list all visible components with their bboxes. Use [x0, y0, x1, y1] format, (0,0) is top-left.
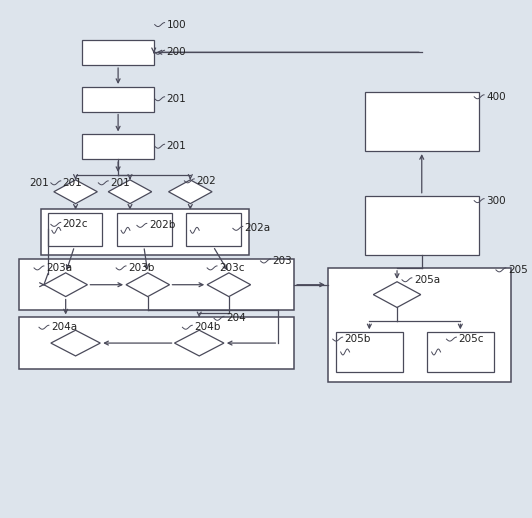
- Text: 203a: 203a: [46, 263, 72, 273]
- Text: 202b: 202b: [149, 220, 175, 231]
- Text: 201: 201: [167, 141, 186, 151]
- Bar: [41, 209, 248, 255]
- Text: 202a: 202a: [245, 223, 271, 233]
- Polygon shape: [51, 330, 101, 356]
- Bar: [82, 134, 154, 159]
- Text: 205: 205: [508, 265, 528, 275]
- Bar: [19, 318, 294, 369]
- Text: 201: 201: [167, 94, 186, 104]
- Text: 202: 202: [196, 176, 216, 186]
- Text: 201: 201: [29, 178, 49, 188]
- Text: 203: 203: [272, 256, 292, 266]
- Bar: [365, 92, 479, 151]
- Polygon shape: [373, 282, 421, 308]
- Bar: [336, 332, 403, 372]
- Bar: [365, 196, 479, 255]
- Polygon shape: [174, 330, 224, 356]
- Polygon shape: [169, 180, 212, 204]
- Bar: [427, 332, 494, 372]
- Text: 204a: 204a: [51, 322, 77, 332]
- Bar: [19, 259, 294, 310]
- Text: 400: 400: [486, 92, 506, 102]
- Text: 203b: 203b: [128, 263, 154, 273]
- Text: 204: 204: [226, 313, 246, 323]
- Text: 200: 200: [167, 47, 186, 57]
- Text: 205a: 205a: [414, 275, 440, 285]
- Bar: [82, 87, 154, 111]
- Text: 204b: 204b: [194, 322, 221, 332]
- Text: 203c: 203c: [219, 263, 245, 273]
- Polygon shape: [126, 273, 170, 297]
- Polygon shape: [207, 273, 251, 297]
- Bar: [117, 212, 171, 246]
- Text: 201: 201: [63, 178, 82, 188]
- Text: 205b: 205b: [345, 334, 371, 344]
- Polygon shape: [108, 180, 152, 204]
- Text: 205c: 205c: [459, 334, 484, 344]
- Text: 202c: 202c: [63, 220, 88, 229]
- Text: 201: 201: [110, 178, 130, 188]
- Polygon shape: [44, 273, 87, 297]
- Bar: [48, 212, 102, 246]
- Bar: [82, 40, 154, 65]
- Text: 100: 100: [167, 20, 186, 30]
- Text: 300: 300: [486, 196, 506, 206]
- Bar: [328, 268, 511, 382]
- Bar: [186, 212, 241, 246]
- Polygon shape: [54, 180, 97, 204]
